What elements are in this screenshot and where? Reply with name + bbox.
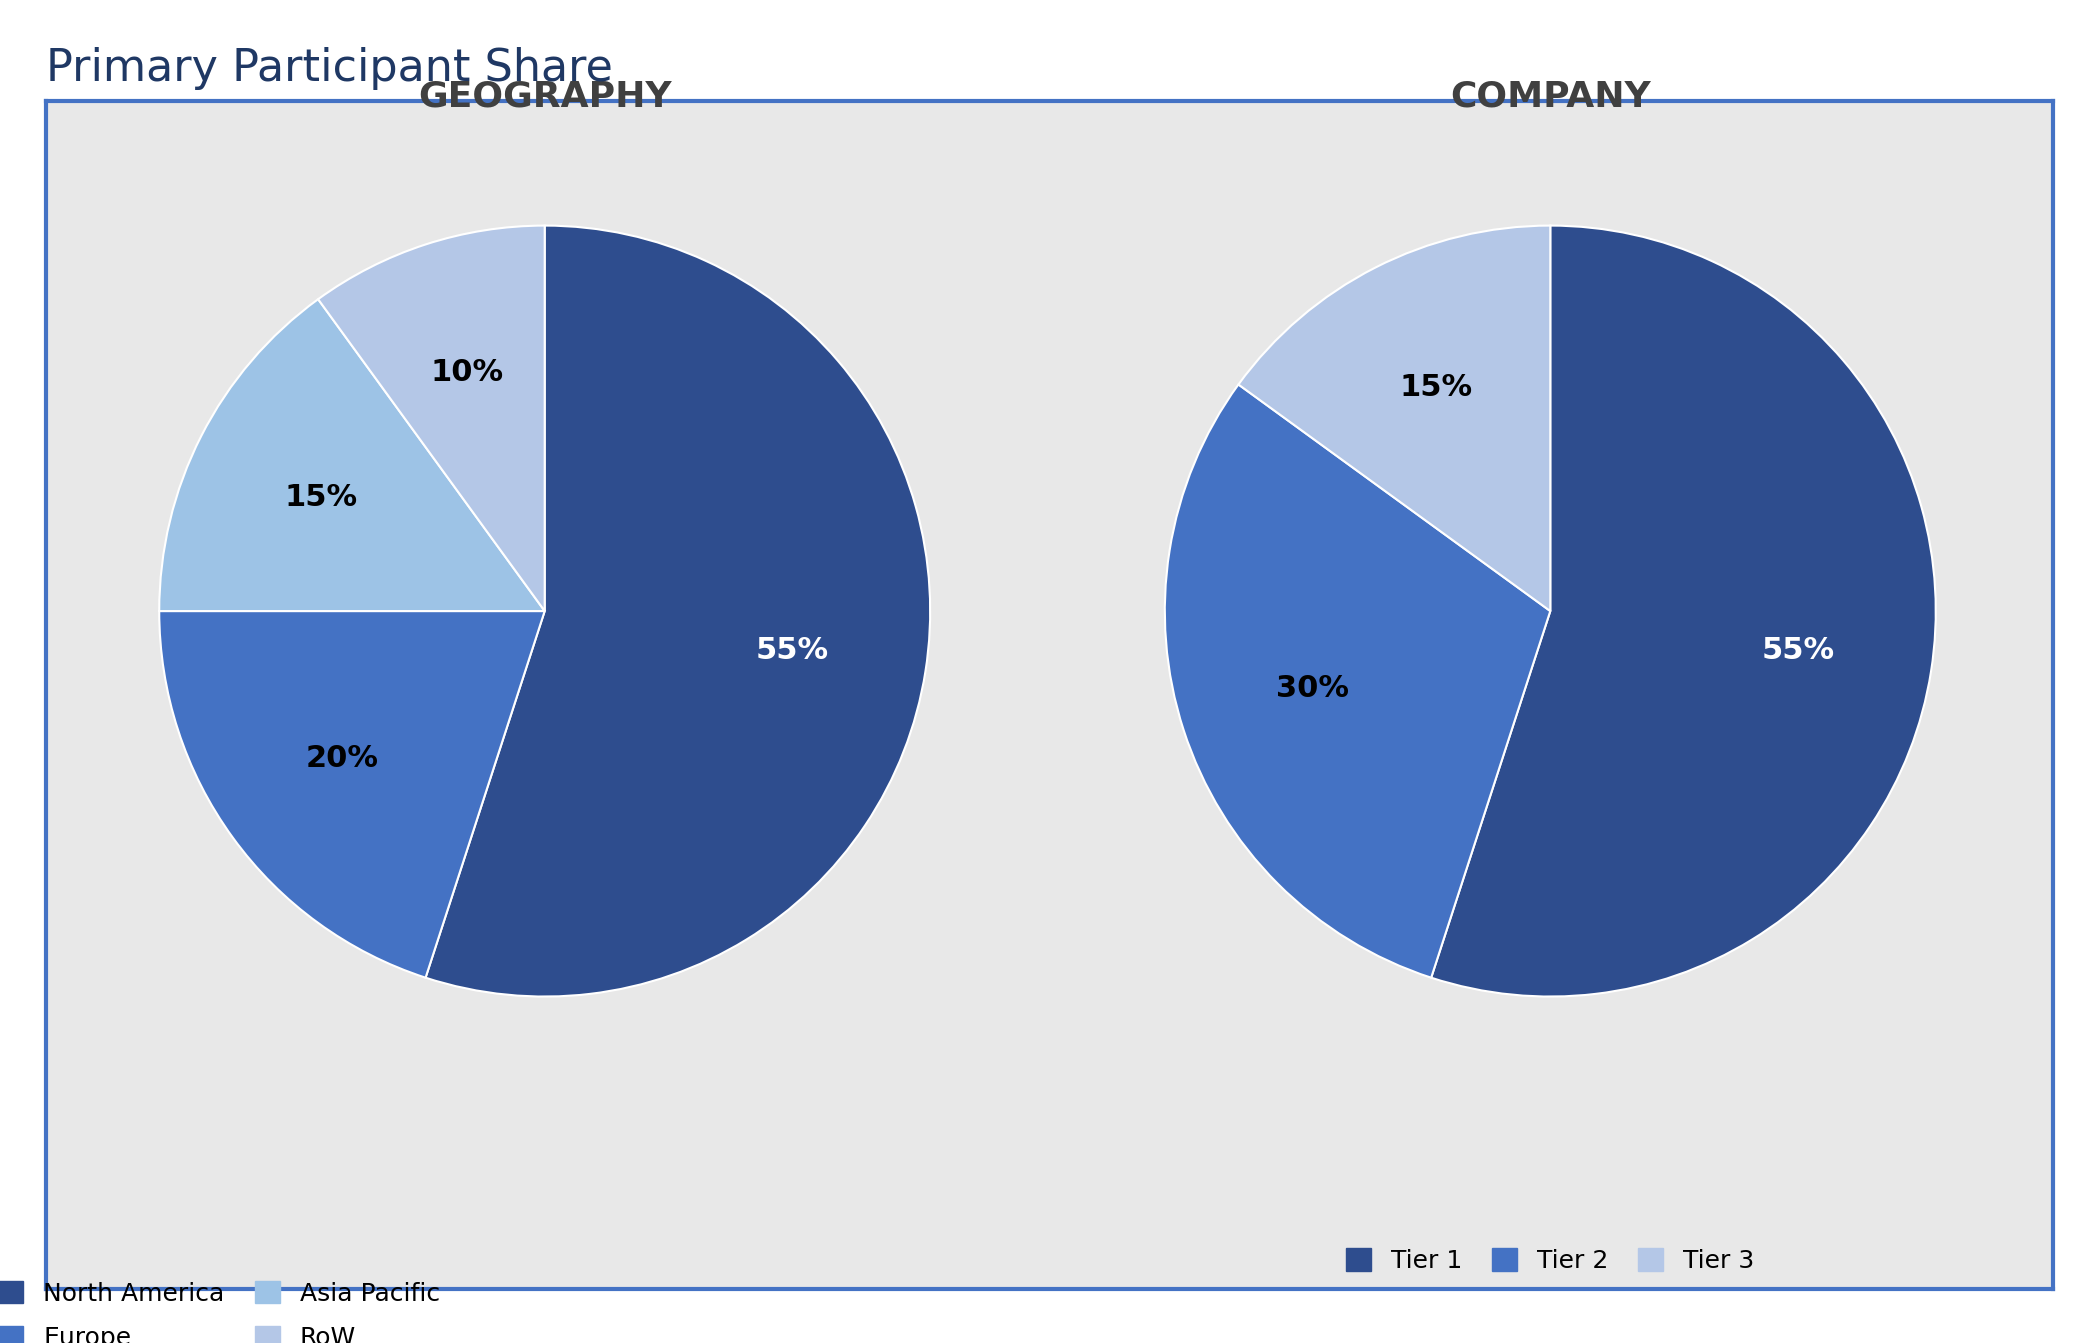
Text: 20%: 20% bbox=[306, 744, 379, 772]
Wedge shape bbox=[159, 611, 545, 978]
Title: GEOGRAPHY: GEOGRAPHY bbox=[417, 81, 672, 114]
Text: 10%: 10% bbox=[432, 359, 503, 387]
Text: 30%: 30% bbox=[1276, 674, 1349, 702]
Text: 55%: 55% bbox=[756, 635, 830, 665]
Text: 55%: 55% bbox=[1762, 635, 1835, 665]
Wedge shape bbox=[318, 226, 545, 611]
Legend: Tier 1, Tier 2, Tier 3: Tier 1, Tier 2, Tier 3 bbox=[1345, 1249, 1756, 1273]
Legend: North America, Europe, Asia Pacific, RoW: North America, Europe, Asia Pacific, RoW bbox=[0, 1281, 440, 1343]
Title: COMPANY: COMPANY bbox=[1450, 81, 1651, 114]
Wedge shape bbox=[1238, 226, 1550, 611]
Wedge shape bbox=[1431, 226, 1936, 997]
Wedge shape bbox=[425, 226, 930, 997]
Wedge shape bbox=[159, 299, 545, 611]
Text: 15%: 15% bbox=[1399, 373, 1473, 403]
Wedge shape bbox=[1165, 384, 1550, 978]
Text: Primary Participant Share: Primary Participant Share bbox=[46, 47, 614, 90]
Text: 15%: 15% bbox=[285, 483, 358, 512]
